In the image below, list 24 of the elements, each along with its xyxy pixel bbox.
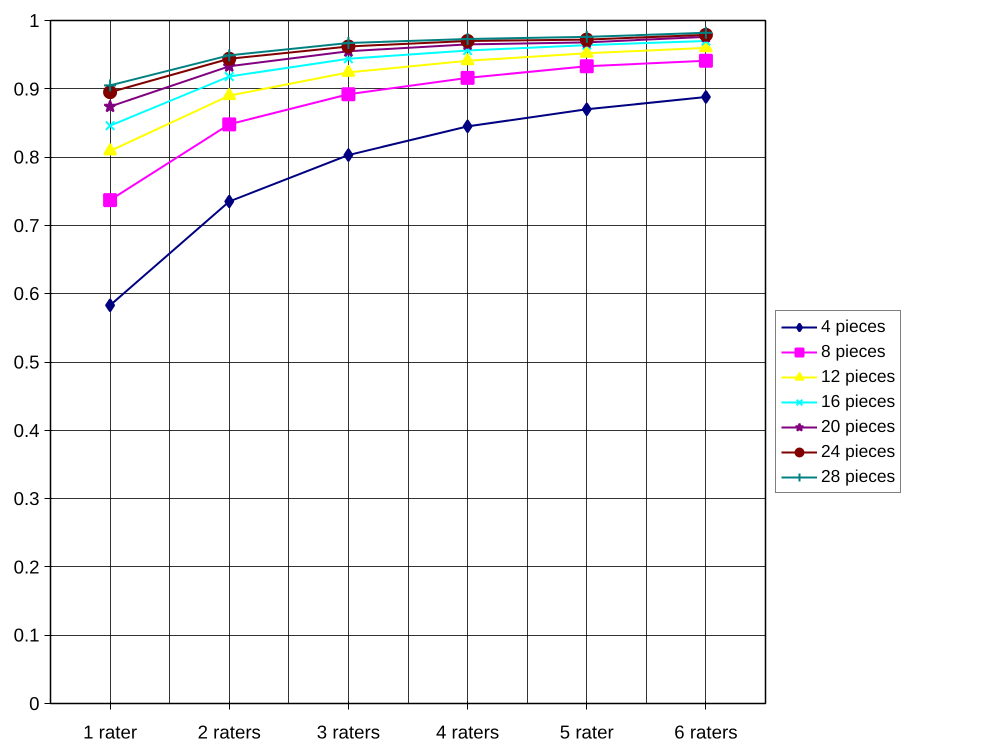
y-tick-label: 0.9 (14, 78, 40, 100)
x-tick-label: 1 rater (83, 722, 138, 742)
legend-label: 4 pieces (821, 316, 886, 337)
y-tick-label: 0.4 (14, 420, 40, 441)
x-tick-label: 4 raters (436, 722, 500, 742)
y-tick-label: 0.5 (14, 352, 40, 372)
legend-label: 24 pieces (821, 441, 896, 462)
x-tick-label: 5 rater (560, 722, 614, 742)
legend-label: 16 pieces (821, 391, 896, 412)
y-tick-label: 0 (29, 693, 40, 714)
y-tick-label: 1 (29, 10, 40, 31)
y-tick-label: 0.3 (14, 488, 40, 510)
legend-label: 8 pieces (821, 341, 886, 362)
y-tick-label: 0.6 (14, 283, 40, 304)
x-tick-label: 6 raters (674, 722, 738, 742)
y-tick-label: 0.1 (14, 624, 40, 646)
x-tick-label: 2 raters (198, 722, 261, 742)
legend-label: 12 pieces (821, 366, 896, 387)
x-tick-label: 3 raters (316, 722, 380, 742)
legend-label: 28 pieces (821, 466, 896, 487)
y-tick-label: 0.8 (14, 146, 40, 168)
y-tick-label: 0.7 (14, 214, 40, 236)
legend-label: 20 pieces (821, 416, 896, 437)
y-tick-label: 0.2 (14, 556, 40, 578)
